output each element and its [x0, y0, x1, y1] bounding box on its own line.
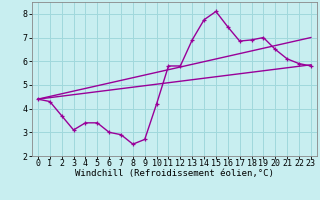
X-axis label: Windchill (Refroidissement éolien,°C): Windchill (Refroidissement éolien,°C)	[75, 169, 274, 178]
